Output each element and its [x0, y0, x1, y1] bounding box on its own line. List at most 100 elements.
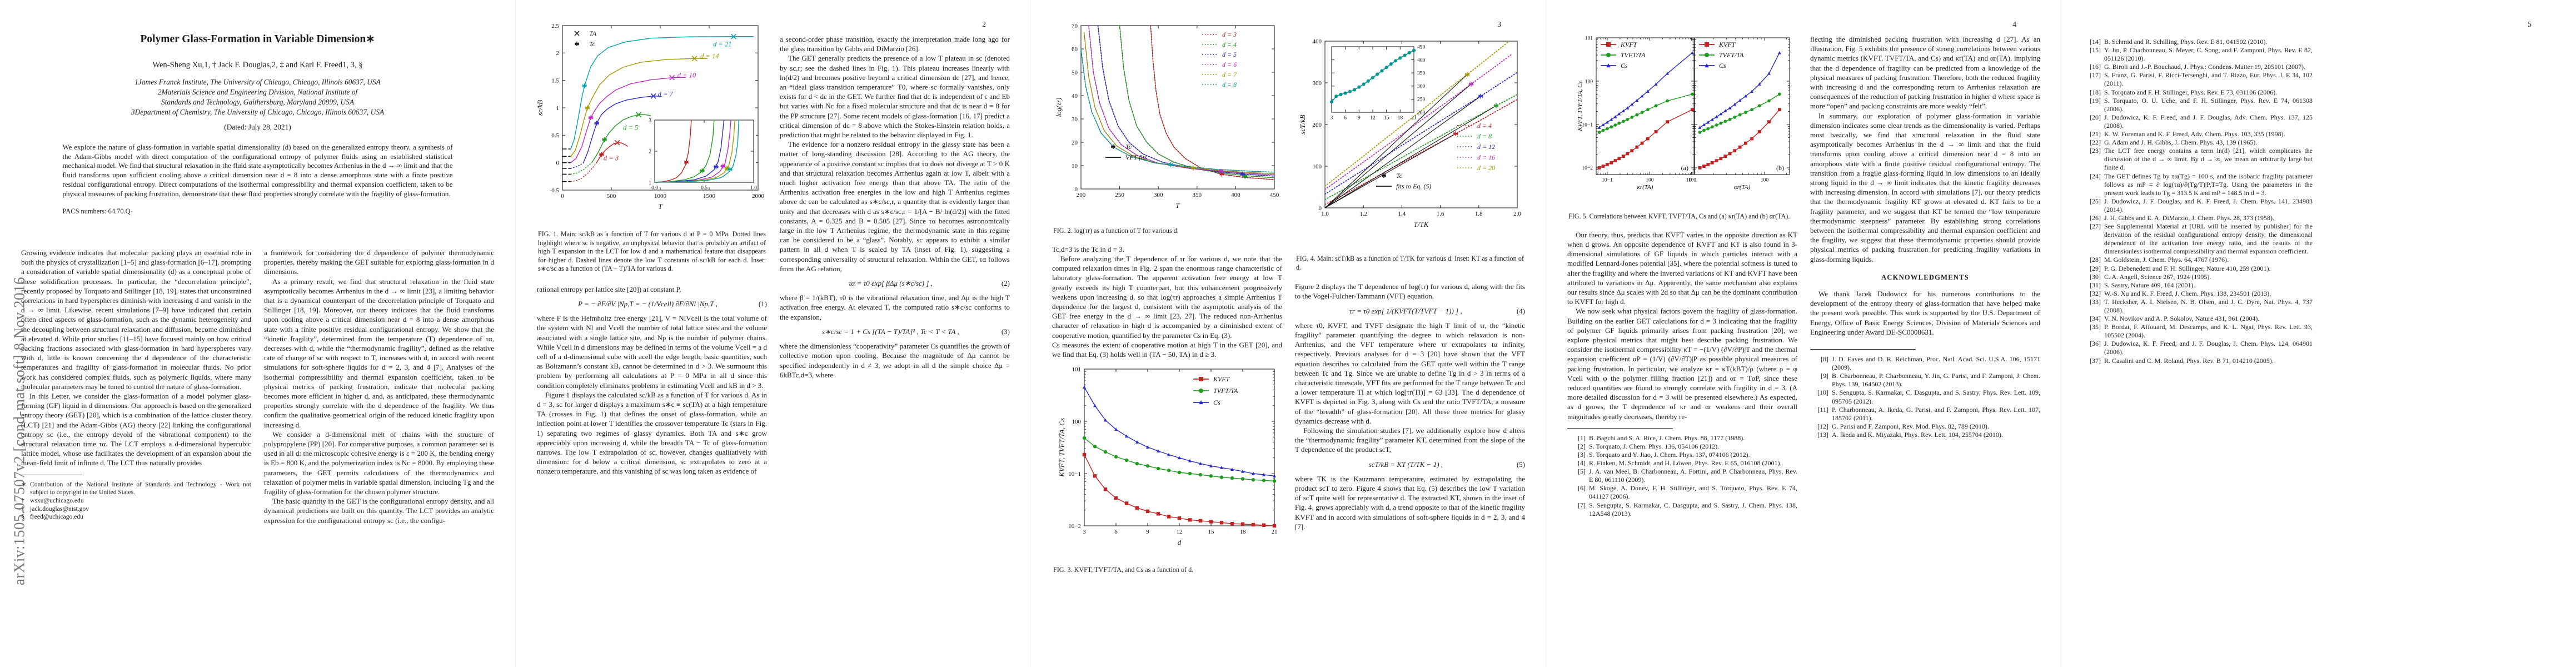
item-text: C. A. Angell, Science 267, 1924 (1995).	[2104, 272, 2211, 281]
reference-item: [35] P. Bordat, F. Affouard, M. Descamps,…	[2082, 323, 2313, 340]
reference-item: [18] S. Torquato and F. H. Stillinger, Ph…	[2082, 88, 2313, 97]
svg-text:3: 3	[1083, 529, 1086, 535]
item-text: G. Parisi and F. Zamponi, Rev. Mod. Phys…	[1832, 422, 1989, 430]
svg-text:300: 300	[1154, 192, 1163, 198]
item-text: A. Ikeda and K. Miyazaki, Phys. Rev. Let…	[1832, 430, 2003, 439]
svg-text:0: 0	[561, 193, 564, 200]
svg-text:10−1: 10−1	[1602, 178, 1613, 183]
separator-rule	[1567, 427, 1673, 429]
page-number: 5	[2528, 20, 2532, 28]
item-text: R. Finken, M. Schmidt, and H. Löwen, Phy…	[1589, 459, 1782, 467]
paragraph: flec­ting the diminished packing frustra…	[1810, 35, 2040, 111]
item-label: [5]	[1578, 467, 1586, 476]
item-text: B. Charbonneau, P. Charbonneau, Y. Jin, …	[1832, 372, 2040, 389]
svg-text:0: 0	[1319, 205, 1322, 212]
figure-fig5: 10−1 100 101 10−2 10−1 100 101 KVFT TVFT/TA Cs κr(…	[1567, 32, 1797, 208]
item-text: S. Torquato and Y. Jiao, J. Chem. Phys. …	[1589, 450, 1750, 459]
svg-text:400: 400	[1417, 58, 1426, 63]
svg-text:d = 5: d = 5	[1222, 51, 1237, 58]
svg-text:scT/kB: scT/kB	[1298, 115, 1307, 134]
svg-text:2: 2	[649, 149, 651, 155]
paragraph: where β = 1/(kBT), τ0 is the vibrational…	[780, 293, 1010, 321]
equation: s∗c/sc = 1 + Cs [(TA − T)/TA]² , Tc < T …	[780, 327, 1010, 336]
item-text: V. N. Novikov and A. P. Sokolov, Nature …	[2104, 315, 2260, 323]
svg-text:3: 3	[1331, 116, 1333, 121]
spacer	[1567, 223, 1797, 230]
svg-text:Tc: Tc	[1125, 143, 1132, 151]
svg-text:18: 18	[1398, 116, 1403, 121]
item-label: [7]	[1578, 501, 1586, 509]
references-list: [8] J. D. Eaves and D. R. Reichman, Proc.…	[1810, 355, 2040, 439]
svg-text:KVFT, TVFT/TA, Cs: KVFT, TVFT/TA, Cs	[1577, 81, 1583, 131]
item-text: S. Sengupta, S. Karmakar, C. Dasgupta, a…	[1589, 501, 1797, 517]
reference-item: [29] P. G. Debenedetti and F. H. Stilling…	[2082, 265, 2313, 273]
svg-text:d = 6: d = 6	[1222, 61, 1237, 68]
item-text: R. Casalini and C. M. Roland, Phys. Rev.…	[2104, 356, 2274, 365]
spacer	[2082, 19, 2313, 38]
item-text: S. Torquato, O. U. Uche, and F. H. Still…	[2104, 96, 2313, 113]
item-text: S. Torquato, J. Chem. Phys. 136, 054106 …	[1589, 442, 1720, 450]
item-label: [8]	[1821, 355, 1828, 364]
paragraph: Following the simulation studies [7], we…	[1295, 426, 1525, 454]
spacer	[1295, 22, 1525, 33]
reference-item: [15] Y. Jin, P. Charbonneau, S. Meyer, C.…	[2082, 46, 2313, 63]
svg-text:21: 21	[1272, 529, 1278, 535]
svg-text:d = 3: d = 3	[604, 155, 619, 162]
svg-text:10: 10	[1072, 163, 1078, 170]
item-label: [6]	[1578, 484, 1586, 492]
equation: τα = τ0 exp[ βΔμ (s∗c/sc) ] , (2)	[780, 278, 1010, 288]
svg-text:d = 4: d = 4	[1477, 122, 1492, 130]
reference-item: [7] S. Sengupta, S. Karmakar, C. Dasgupta…	[1567, 501, 1797, 518]
svg-text:200: 200	[1417, 110, 1426, 116]
paragraph: In summary, our exploration of polymer g…	[1810, 111, 2040, 263]
item-text: J. H. Gibbs and E. A. DiMarzio, J. Chem.…	[2104, 213, 2274, 222]
page-number: 3	[1497, 20, 1501, 28]
footnotes-list: ∗ Contribution of the National Institute …	[21, 481, 251, 522]
svg-text:15: 15	[1384, 116, 1389, 121]
svg-text:9: 9	[1146, 529, 1149, 535]
item-text: wsxu@uchicago.edu	[30, 497, 84, 505]
item-label: [32]	[2090, 289, 2101, 297]
svg-text:0.0: 0.0	[651, 186, 658, 191]
paragraph: We consider a d-dimensional melt of chai…	[264, 430, 494, 496]
fig3-plot: 3 6 9 12 15 18 21 10−2 10−1 100 101 KVFT TVFT/TA Cs d K…	[1058, 366, 1278, 546]
item-label: [9]	[1821, 372, 1828, 380]
reference-item: [21] K. W. Foreman and K. F. Freed, Adv. …	[2082, 130, 2313, 138]
item-text: J. A. van Meel, B. Charbonneau, A. Forti…	[1589, 467, 1797, 484]
reference-item: [28] M. Goldstein, J. Chem. Phys. 64, 476…	[2082, 256, 2313, 264]
item-label: [22]	[2090, 138, 2101, 147]
svg-text:6: 6	[1114, 529, 1118, 535]
item-label: [28]	[2090, 256, 2101, 264]
reference-item: [16] G. Biroli and J.-P. Bouchaud, J. Phy…	[2082, 63, 2313, 71]
svg-text:100: 100	[1585, 79, 1593, 84]
spacer	[1052, 238, 1282, 245]
reference-item: [9] B. Charbonneau, P. Charbonneau, Y. Ji…	[1810, 372, 2040, 389]
reference-item: [36] J. Dudowicz, K. F. Freed, and J. F. …	[2082, 340, 2313, 356]
item-label: [13]	[1817, 430, 1828, 439]
svg-text:TVFT/TA: TVFT/TA	[1719, 51, 1744, 59]
footnote-item: † wsxu@uchicago.edu	[21, 497, 251, 505]
svg-text:TVFT/TA: TVFT/TA	[1213, 387, 1238, 395]
svg-text:12: 12	[1177, 529, 1183, 535]
paragraph: The basic quantity in the GET is the con…	[264, 497, 494, 525]
reference-item: [24] The GET defines Tg by τα(Tg) = 100 s…	[2082, 172, 2313, 197]
item-text: Contribution of the National Institute o…	[30, 480, 251, 496]
svg-text:T: T	[658, 202, 662, 211]
reference-item: [26] J. H. Gibbs and E. A. DiMarzio, J. C…	[2082, 214, 2313, 222]
spacer	[1052, 359, 1282, 364]
item-text: The GET defines Tg by τα(Tg) = 100 s, an…	[2104, 172, 2313, 197]
reference-item: [13] A. Ikeda and K. Miyazaki, Phys. Rev.…	[1810, 431, 2040, 439]
paragraph: where the dimensionless “cooperativity” …	[780, 342, 1010, 379]
svg-text:(a): (a)	[1681, 164, 1688, 172]
figure-caption: FIG. 4. Main: scT/kB as a function of T/…	[1296, 255, 1524, 271]
reference-item: [1] B. Bagchi and S. A. Rice, J. Chem. Ph…	[1567, 434, 1797, 442]
reference-item: [30] C. A. Angell, Science 267, 1924 (199…	[2082, 273, 2313, 281]
item-text: jack.douglas@nist.gov	[30, 505, 89, 512]
fig5-plot: 10−1 100 101 10−2 10−1 100 101 KVFT TVFT/TA Cs κr(…	[1577, 36, 1790, 191]
svg-text:2: 2	[556, 50, 560, 57]
svg-text:40: 40	[1072, 93, 1078, 99]
svg-text:0: 0	[1075, 186, 1078, 193]
item-label: [21]	[2090, 130, 2101, 138]
item-text: J. Dudowicz, K. F. Freed, and J. F. Doug…	[2104, 340, 2313, 356]
